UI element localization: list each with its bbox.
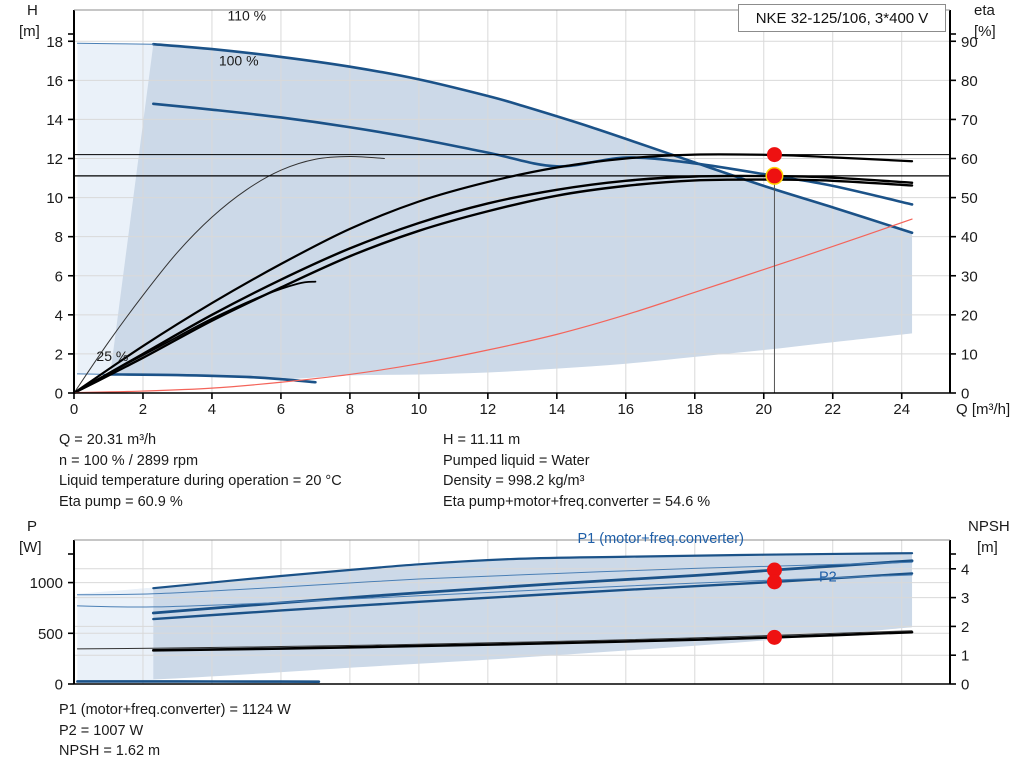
svg-text:P2: P2 <box>819 570 837 586</box>
svg-text:16: 16 <box>46 73 63 90</box>
svg-text:50: 50 <box>961 190 978 207</box>
info-left-0: Q = 20.31 m³/h <box>59 432 157 448</box>
svg-text:6: 6 <box>277 401 285 418</box>
svg-text:40: 40 <box>961 229 978 246</box>
power-axis-unit: [W] <box>19 539 42 556</box>
svg-text:25 %: 25 % <box>96 348 128 364</box>
curve-h-curve-25- <box>108 373 317 384</box>
svg-text:16: 16 <box>617 401 634 418</box>
npsh-axis-name: NPSH <box>968 518 1010 535</box>
curve-envelope-upper-110- <box>76 42 154 45</box>
svg-text:2: 2 <box>961 619 969 636</box>
info-left-2: Liquid temperature during operation = 20… <box>59 473 342 489</box>
svg-text:2: 2 <box>55 346 63 363</box>
curve-h-curve-110- <box>152 42 914 235</box>
head-axis-unit: [m] <box>19 23 40 40</box>
info-block-left: Q = 20.31 m³/h n = 100 % / 2899 rpm Liqu… <box>59 430 342 512</box>
npsh-axis-unit: [m] <box>977 539 998 556</box>
svg-text:4: 4 <box>55 307 63 324</box>
svg-text:18: 18 <box>46 34 63 51</box>
svg-text:12: 12 <box>46 151 63 168</box>
svg-text:500: 500 <box>38 626 63 643</box>
power-npsh-chart-region: P [W] NPSH [m] 0 500 1000 0 1 2 3 4 P1 (motor+fr… <box>0 516 1024 696</box>
power-axis-name: P <box>27 518 38 535</box>
svg-text:14: 14 <box>46 112 63 129</box>
svg-text:90: 90 <box>961 34 978 51</box>
curve-eta-pump-thin- <box>73 156 385 394</box>
svg-text:8: 8 <box>346 401 354 418</box>
duty-p2 <box>766 574 782 590</box>
head-eta-chart-region: H [m] eta [%] NKE 32-125/106, 3*400 V 0 2… <box>19 2 1010 418</box>
svg-text:6: 6 <box>55 268 63 285</box>
svg-text:60: 60 <box>961 151 978 168</box>
info-right-0: H = 11.11 m <box>443 432 521 448</box>
svg-text:70: 70 <box>961 112 978 129</box>
svg-text:0: 0 <box>55 386 63 403</box>
eta-axis-name: eta <box>974 2 995 19</box>
svg-text:20: 20 <box>755 401 772 418</box>
duty-npsh <box>766 629 782 645</box>
curve-npsh-thin <box>76 630 913 650</box>
svg-text:30: 30 <box>961 268 978 285</box>
svg-text:80: 80 <box>961 73 978 90</box>
svg-text:20: 20 <box>961 307 978 324</box>
svg-text:0: 0 <box>961 677 969 694</box>
svg-text:4: 4 <box>208 401 216 418</box>
eta-axis-unit: [%] <box>974 23 996 40</box>
svg-text:100 %: 100 % <box>219 53 259 69</box>
info-right-2: Density = 998.2 kg/m³ <box>443 473 585 489</box>
svg-text:4: 4 <box>961 561 969 578</box>
svg-text:Q [m³/h]: Q [m³/h] <box>956 401 1010 418</box>
svg-text:2: 2 <box>139 401 147 418</box>
pump-title-label: NKE 32-125/106, 3*400 V <box>755 9 929 27</box>
duty-p1 <box>766 562 782 578</box>
svg-text:0: 0 <box>70 401 78 418</box>
svg-text:110 %: 110 % <box>227 8 266 24</box>
svg-text:24: 24 <box>893 401 910 418</box>
svg-text:3: 3 <box>961 590 969 607</box>
svg-text:1000: 1000 <box>30 575 63 592</box>
duty-head-100 <box>766 168 782 184</box>
svg-text:10: 10 <box>46 190 63 207</box>
power-npsh-plot: 0 500 1000 0 1 2 3 4 P1 (motor+freq.converter) P2 <box>30 531 970 694</box>
svg-text:P1 (motor+freq.converter): P1 (motor+freq.converter) <box>578 531 744 547</box>
info-right-1: Pumped liquid = Water <box>443 452 590 469</box>
svg-text:8: 8 <box>55 229 63 246</box>
svg-text:10: 10 <box>411 401 428 418</box>
info-bottom-1: P2 = 1007 W <box>59 722 144 739</box>
curve-p-thin-guide-2 <box>76 574 913 608</box>
svg-text:10: 10 <box>961 346 978 363</box>
info-left-1: n = 100 % / 2899 rpm <box>59 452 199 469</box>
svg-text:22: 22 <box>824 401 841 418</box>
svg-text:18: 18 <box>686 401 703 418</box>
info-bottom-2: NPSH = 1.62 m <box>59 743 161 759</box>
info-block-right: H = 11.11 m Pumped liquid = Water Densit… <box>443 430 710 512</box>
info-block-bottom: P1 (motor+freq.converter) = 1124 W P2 = … <box>59 700 291 762</box>
curve-eta-at-25- <box>73 280 317 394</box>
info-right-3: Eta pump+motor+freq.converter = 54.6 % <box>443 493 711 510</box>
svg-text:1: 1 <box>961 648 969 665</box>
info-left-3: Eta pump = 60.9 % <box>59 493 183 510</box>
head-axis-name: H <box>27 2 38 19</box>
svg-text:0: 0 <box>55 677 63 694</box>
curve-p-thin-guide-1 <box>76 561 913 596</box>
curve-p1-upper-envelope-110- <box>152 552 914 590</box>
svg-text:14: 14 <box>548 401 565 418</box>
pump-title-box: NKE 32-125/106, 3*400 V <box>738 4 946 32</box>
svg-text:12: 12 <box>480 401 497 418</box>
info-bottom-0: P1 (motor+freq.converter) = 1124 W <box>59 702 291 718</box>
duty-head-110 <box>766 147 782 163</box>
svg-text:0: 0 <box>961 386 969 403</box>
